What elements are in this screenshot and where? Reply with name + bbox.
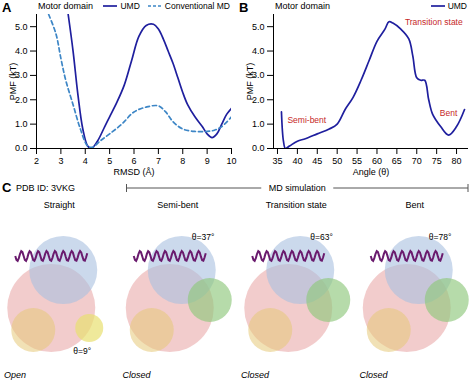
svg-text:PDB ID: 3VKG: PDB ID: 3VKG [16,183,75,193]
svg-text:9: 9 [205,156,210,166]
svg-text:0.0: 0.0 [252,143,265,153]
svg-text:4.0: 4.0 [252,46,265,56]
svg-text:55: 55 [352,156,362,166]
svg-text:MD simulation: MD simulation [269,183,326,193]
svg-text:3.0: 3.0 [252,70,265,81]
svg-text:5.0: 5.0 [15,22,28,32]
html-text:Motor domain: Motor domain [275,1,330,11]
svg-text:8: 8 [180,156,185,166]
svg-text:70: 70 [412,156,422,166]
svg-text:6: 6 [131,156,136,166]
svg-text:75: 75 [432,156,442,166]
svg-text:PMF (kT): PMF (kT) [245,63,255,101]
html-text:Conventional MD: Conventional MD [164,1,230,11]
svg-text:Semi-bent: Semi-bent [287,115,326,125]
svg-text:5.0: 5.0 [252,22,265,32]
svg-text:Transition state: Transition state [405,17,463,27]
svg-text:θ=37°: θ=37° [192,232,215,242]
svg-text:Closed: Closed [241,370,270,380]
svg-text:Closed: Closed [360,370,389,380]
svg-text:40: 40 [292,156,302,166]
svg-text:4.0: 4.0 [15,46,28,56]
html-text:Motor domain: Motor domain [38,1,93,11]
svg-text:Straight: Straight [44,200,76,210]
svg-text:Bent: Bent [440,108,458,118]
svg-text:3: 3 [58,156,63,166]
svg-text:Bent: Bent [405,200,424,210]
svg-text:4: 4 [83,156,88,166]
svg-text:Angle (θ): Angle (θ) [353,167,390,177]
svg-text:3.0: 3.0 [15,70,28,81]
html-text:UMD: UMD [120,1,140,11]
svg-text:Transition state: Transition state [266,200,327,210]
svg-text:7: 7 [156,156,161,166]
svg-text:2: 2 [34,156,39,166]
svg-text:PMF (kT): PMF (kT) [8,63,18,101]
svg-text:65: 65 [392,156,402,166]
svg-text:2.0: 2.0 [252,94,265,105]
svg-text:Semi-bent: Semi-bent [157,200,199,210]
svg-text:RMSD (Å): RMSD (Å) [114,167,155,177]
svg-text:35: 35 [272,156,282,166]
html-text:UMD: UMD [447,1,467,11]
svg-text:1.0: 1.0 [15,119,28,129]
svg-text:C: C [2,180,12,195]
html-text:B: B [239,0,249,15]
svg-text:80: 80 [452,156,462,166]
svg-text:10: 10 [226,156,236,166]
svg-text:2.0: 2.0 [15,94,28,105]
svg-text:5: 5 [107,156,112,166]
svg-text:50: 50 [332,156,342,166]
svg-text:60: 60 [372,156,382,166]
svg-text:Closed: Closed [123,370,152,380]
svg-text:1.0: 1.0 [252,119,265,129]
html-text:A: A [2,0,12,15]
svg-text:Open: Open [4,370,26,380]
svg-text:θ=63°: θ=63° [310,232,333,242]
svg-text:θ=78°: θ=78° [429,232,452,242]
svg-text:45: 45 [312,156,322,166]
svg-text:0.0: 0.0 [15,143,28,153]
svg-text:θ=9°: θ=9° [73,346,91,356]
